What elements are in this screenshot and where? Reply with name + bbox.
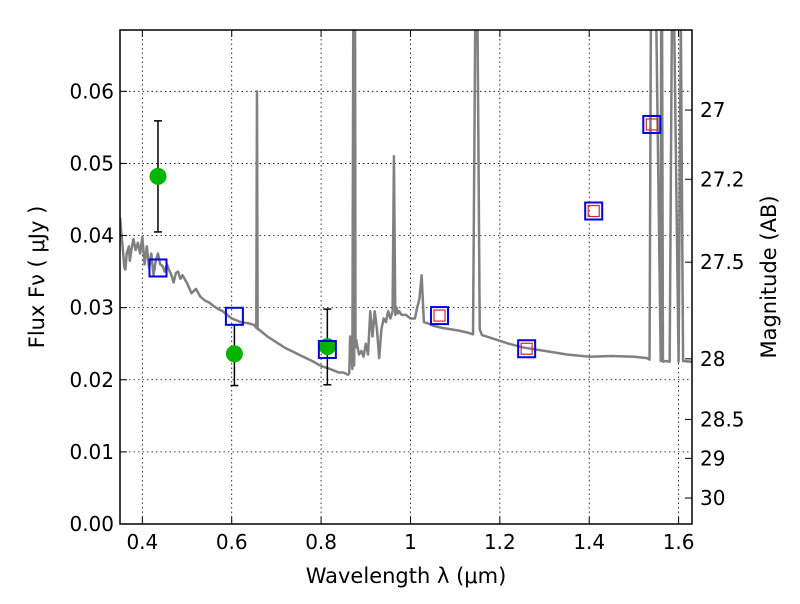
y-tick-label: 0.00: [69, 512, 114, 536]
y-tick-label: 0.03: [69, 296, 114, 320]
x-tick-label: 0.6: [216, 530, 248, 554]
y2-tick-label: 30: [700, 486, 725, 510]
model-photometry-box: [642, 114, 662, 134]
x-tick-label: 1.4: [573, 530, 605, 554]
x-tick-label: 0.4: [126, 530, 158, 554]
x-tick-label: 1.2: [484, 530, 516, 554]
plot-area: [120, 30, 692, 387]
x-tick-label: 1.6: [663, 530, 695, 554]
y-tick-label: 0.06: [69, 79, 114, 103]
y2-tick-label: 28: [700, 347, 725, 371]
model-photometry-inner-box: [520, 342, 533, 355]
grid: [120, 30, 692, 525]
model-photometry-box: [317, 339, 337, 359]
y2-tick-label: 27.2: [700, 167, 745, 191]
y2-axis-title: Magnitude (AB): [757, 195, 781, 358]
model-photometry-inner-box: [645, 118, 658, 131]
y2-tick-label: 29: [700, 446, 725, 470]
model-photometry-box: [148, 258, 168, 278]
y-tick-label: 0.04: [69, 224, 114, 248]
observed-point: [149, 167, 167, 185]
model-spectrum-line: [120, 30, 692, 376]
x-tick-label: 0.8: [305, 530, 337, 554]
plot-frame: [119, 29, 693, 525]
model-photometry-box: [584, 201, 604, 221]
axis-ticks: 0.4 0.6 0.8 1 1.2 1.4 1.6 0.00 0.01 0.02 0.03 0.04 0…: [69, 30, 745, 554]
y2-tick-label: 28.5: [700, 407, 745, 431]
y2-tick-label: 27.5: [700, 250, 745, 274]
y-tick-label: 0.05: [69, 151, 114, 175]
model-photometry-box: [517, 339, 537, 359]
x-tick-label: 1: [404, 530, 417, 554]
y-tick-label: 0.02: [69, 368, 114, 392]
y-axis-title: Flux Fν ( μJy ): [25, 206, 49, 349]
x-axis-title: Wavelength λ (μm): [306, 564, 507, 588]
y-tick-label: 0.01: [69, 440, 114, 464]
model-photometry-inner-box: [587, 204, 600, 218]
model-photometry-box: [430, 306, 450, 326]
y2-tick-label: 27: [700, 98, 725, 122]
model-photometry-inner-box: [433, 309, 446, 322]
model-photometry-box: [224, 306, 244, 326]
observed-point: [225, 345, 243, 363]
